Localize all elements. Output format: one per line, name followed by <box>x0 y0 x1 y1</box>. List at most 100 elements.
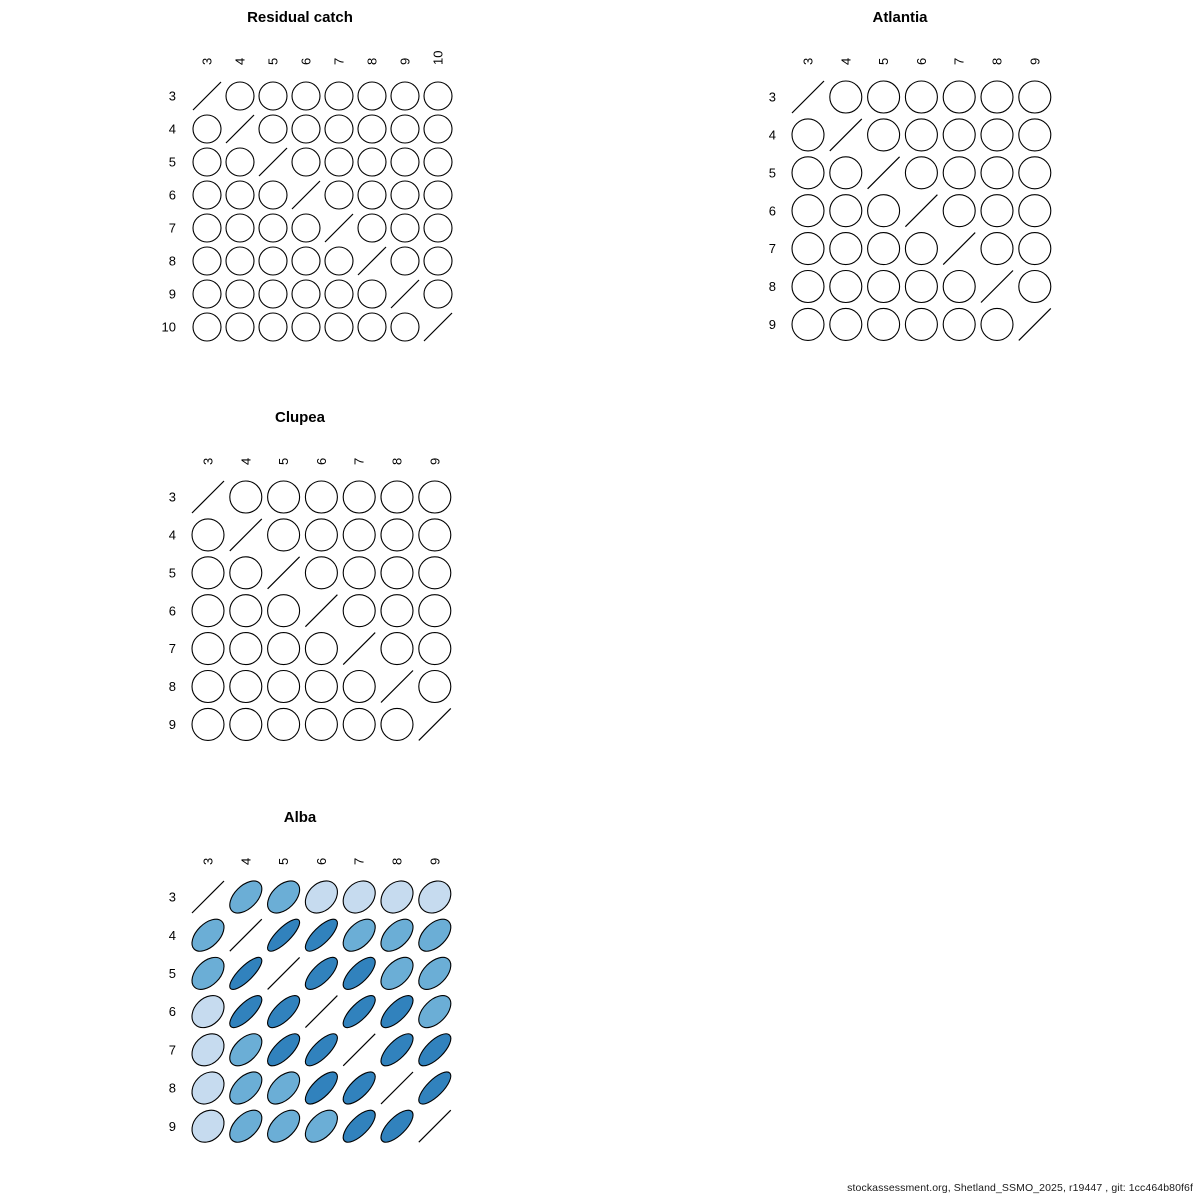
correlation-ellipse <box>980 156 1014 190</box>
correlation-ellipse <box>304 556 338 590</box>
correlation-ellipse <box>342 518 376 552</box>
diagonal-line <box>225 114 255 144</box>
col-label: 7 <box>332 58 347 65</box>
panel-title: Residual catch <box>247 9 353 26</box>
correlation-ellipse <box>324 246 354 276</box>
correlation-ellipse <box>342 669 376 704</box>
col-label: 5 <box>876 58 891 65</box>
correlation-ellipse <box>258 180 288 210</box>
correlation-ellipse <box>267 918 301 952</box>
diagonal-line <box>942 232 976 266</box>
correlation-ellipse <box>829 156 863 190</box>
correlation-ellipse <box>380 632 414 666</box>
diagonal-line <box>258 147 288 177</box>
correlation-ellipse <box>423 180 453 210</box>
correlation-ellipse <box>418 556 452 590</box>
correlation-ellipse <box>423 147 453 177</box>
panel-alba: Alba 3 4 5 6 7 8 9 3 4 5 6 7 8 9 <box>0 800 600 1200</box>
row-label: 8 <box>169 679 176 694</box>
diagonal-line <box>304 594 338 628</box>
row-label: 7 <box>169 1042 176 1057</box>
correlation-ellipse <box>418 880 452 914</box>
correlation-ellipse <box>304 669 338 704</box>
correlation-ellipse <box>258 312 288 342</box>
diagonal-line <box>904 194 938 228</box>
correlation-ellipse <box>380 480 414 514</box>
diagonal-line <box>229 518 263 552</box>
correlation-ellipse <box>225 279 255 309</box>
footer-credit: stockassessment.org, Shetland_SSMO_2025,… <box>847 1182 1193 1194</box>
row-label: 7 <box>769 241 776 256</box>
correlation-ellipse <box>418 1071 452 1105</box>
col-label: 8 <box>365 58 380 65</box>
correlation-ellipse <box>258 81 288 111</box>
correlation-ellipse <box>1018 269 1052 304</box>
correlation-ellipse <box>291 312 321 342</box>
correlation-ellipse <box>304 1033 338 1067</box>
diagonal-line <box>980 270 1014 303</box>
correlation-ellipse <box>942 269 976 304</box>
correlation-ellipse <box>191 556 225 590</box>
correlation-ellipse <box>791 269 825 304</box>
correlation-ellipse <box>904 307 938 341</box>
correlation-ellipse <box>357 213 387 243</box>
col-label: 9 <box>1027 58 1042 65</box>
row-label: 6 <box>169 1004 176 1019</box>
row-label: 3 <box>769 90 776 105</box>
diagonal-line <box>423 312 453 342</box>
col-label: 6 <box>299 58 314 65</box>
correlation-ellipse <box>342 995 376 1029</box>
correlation-ellipse <box>390 312 420 342</box>
correlation-ellipse <box>191 669 225 704</box>
col-label: 4 <box>238 858 253 865</box>
correlation-ellipse <box>192 213 222 243</box>
correlation-ellipse <box>191 594 225 628</box>
row-label: 9 <box>169 1119 176 1134</box>
correlation-ellipse <box>418 995 452 1029</box>
correlation-ellipse <box>192 180 222 210</box>
diagonal-line <box>380 670 414 703</box>
diagonal-line <box>1018 307 1052 341</box>
row-label: 6 <box>769 203 776 218</box>
correlation-ellipse <box>191 1109 225 1143</box>
correlation-ellipse <box>267 1071 301 1105</box>
correlation-ellipse <box>791 156 825 190</box>
correlation-ellipse <box>291 147 321 177</box>
correlation-ellipse <box>192 279 222 309</box>
col-label: 6 <box>914 58 929 65</box>
correlation-ellipse <box>267 880 301 914</box>
correlation-ellipse <box>942 307 976 341</box>
row-label: 9 <box>169 717 176 732</box>
correlation-ellipse <box>267 632 301 666</box>
row-label: 8 <box>169 254 176 269</box>
correlation-ellipse <box>324 312 354 342</box>
correlation-ellipse <box>291 279 321 309</box>
diagonal-line <box>229 918 263 952</box>
correlation-ellipse <box>380 556 414 590</box>
row-label: 3 <box>169 890 176 905</box>
row-label: 3 <box>169 490 176 505</box>
col-label: 4 <box>838 58 853 65</box>
diagonal-line <box>191 880 225 914</box>
correlation-ellipse <box>1018 118 1052 152</box>
diagonal-line <box>342 1033 376 1067</box>
panel-title: Clupea <box>274 409 325 426</box>
col-label: 3 <box>201 858 216 865</box>
correlation-ellipse <box>380 1109 414 1143</box>
correlation-ellipse <box>390 213 420 243</box>
correlation-ellipse <box>229 995 263 1029</box>
correlation-ellipse <box>423 246 453 276</box>
correlation-ellipse <box>304 956 338 990</box>
correlation-ellipse <box>192 147 222 177</box>
correlation-ellipse <box>980 194 1014 228</box>
correlation-ellipse <box>1018 232 1052 266</box>
correlation-ellipse <box>304 1109 338 1143</box>
correlation-ellipse <box>291 213 321 243</box>
row-label: 5 <box>769 165 776 180</box>
diagonal-line <box>791 80 825 114</box>
row-label: 4 <box>169 928 176 943</box>
correlation-ellipse <box>324 279 354 309</box>
row-label: 7 <box>169 641 176 656</box>
correlation-ellipse <box>291 246 321 276</box>
row-label: 6 <box>169 603 176 618</box>
